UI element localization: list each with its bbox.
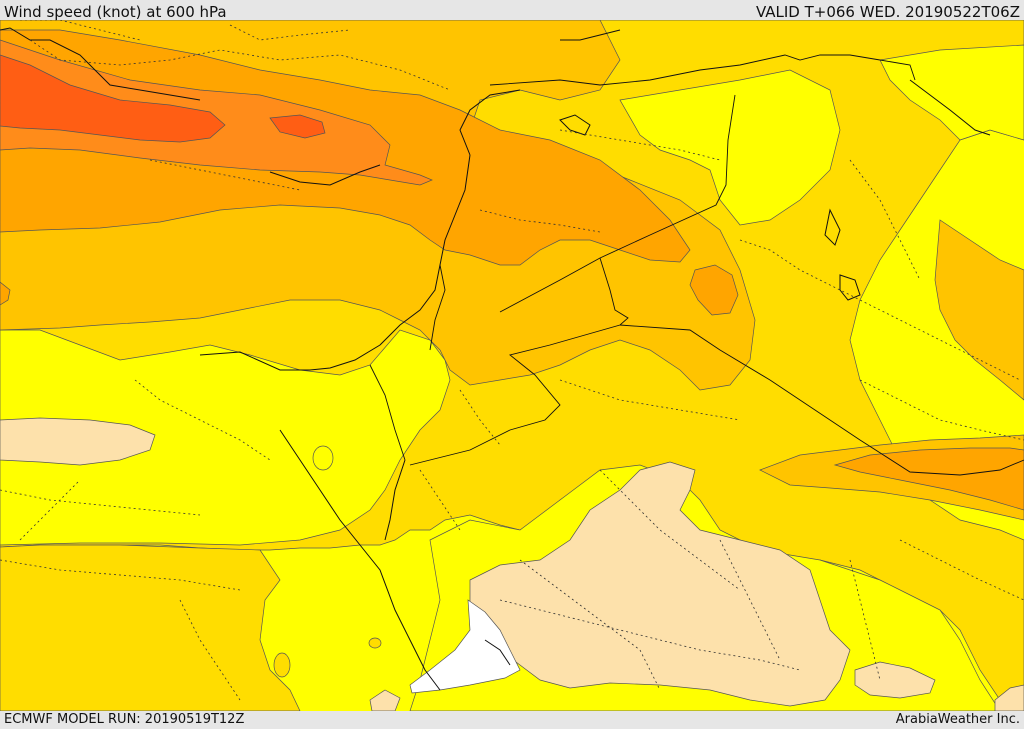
wind-band-red-orange bbox=[0, 54, 226, 143]
wind-band-orange-southeast bbox=[833, 447, 1024, 511]
wind-band-dark-orange bbox=[0, 39, 433, 186]
coastlines bbox=[0, 27, 991, 691]
wind-band-yellow-west bbox=[0, 329, 451, 546]
wind-band-tan-west bbox=[0, 417, 156, 466]
header-bar: Wind speed (knot) at 600 hPa VALID T+066… bbox=[0, 0, 1024, 21]
province-boundaries bbox=[0, 20, 1024, 701]
wind-band-orange-left bbox=[0, 281, 11, 306]
credit: ArabiaWeather Inc. bbox=[895, 712, 1020, 727]
wind-band-orange-iraq bbox=[689, 264, 739, 316]
wind-band-tan-south bbox=[369, 689, 401, 711]
model-run: ECMWF MODEL RUN: 20190519T12Z bbox=[4, 712, 245, 727]
wind-cell-small-1 bbox=[312, 445, 334, 471]
wind-band-white bbox=[409, 599, 521, 694]
wind-band-red-orange-small bbox=[269, 114, 326, 139]
wind-cell-small-3 bbox=[273, 652, 291, 678]
wind-speed-map bbox=[0, 20, 1024, 711]
footer-bar: ECMWF MODEL RUN: 20190519T12Z ArabiaWeat… bbox=[0, 711, 1024, 729]
country-borders bbox=[369, 54, 1024, 476]
map-title: Wind speed (knot) at 600 hPa bbox=[4, 3, 227, 21]
valid-time: VALID T+066 WED. 20190522T06Z bbox=[755, 3, 1020, 21]
wind-band-tan-east bbox=[854, 661, 936, 699]
wind-band-gold-southwest bbox=[0, 544, 301, 711]
wind-band-tan-sw bbox=[994, 684, 1024, 711]
wind-band-tan-arabia bbox=[469, 461, 851, 707]
wind-band-yellow-northeast bbox=[879, 44, 1024, 141]
wind-band-yellow-east bbox=[619, 69, 841, 226]
wind-band-amber-east bbox=[934, 219, 1024, 401]
wind-cell-small-2 bbox=[368, 637, 382, 649]
